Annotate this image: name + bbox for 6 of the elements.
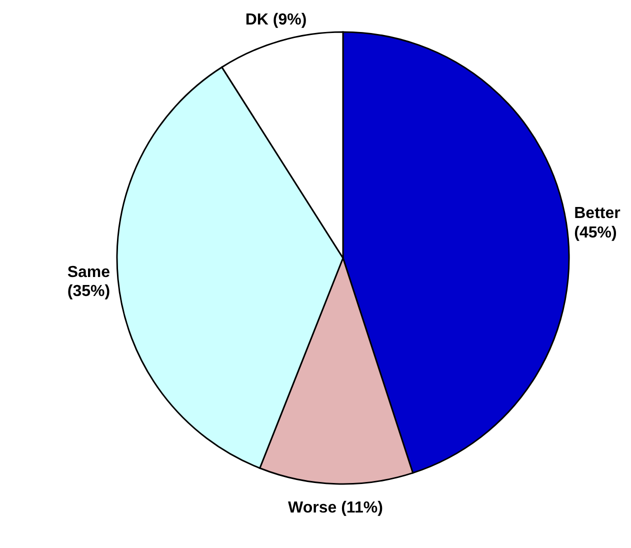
slice-label: Better <box>574 205 620 222</box>
data-label: (45%) <box>574 224 617 242</box>
slice-label: Same <box>67 264 110 281</box>
slice-label: DK (9%) <box>245 11 307 28</box>
data-label: (35%) <box>67 283 110 300</box>
slice-label: Worse (11%) <box>288 499 383 516</box>
